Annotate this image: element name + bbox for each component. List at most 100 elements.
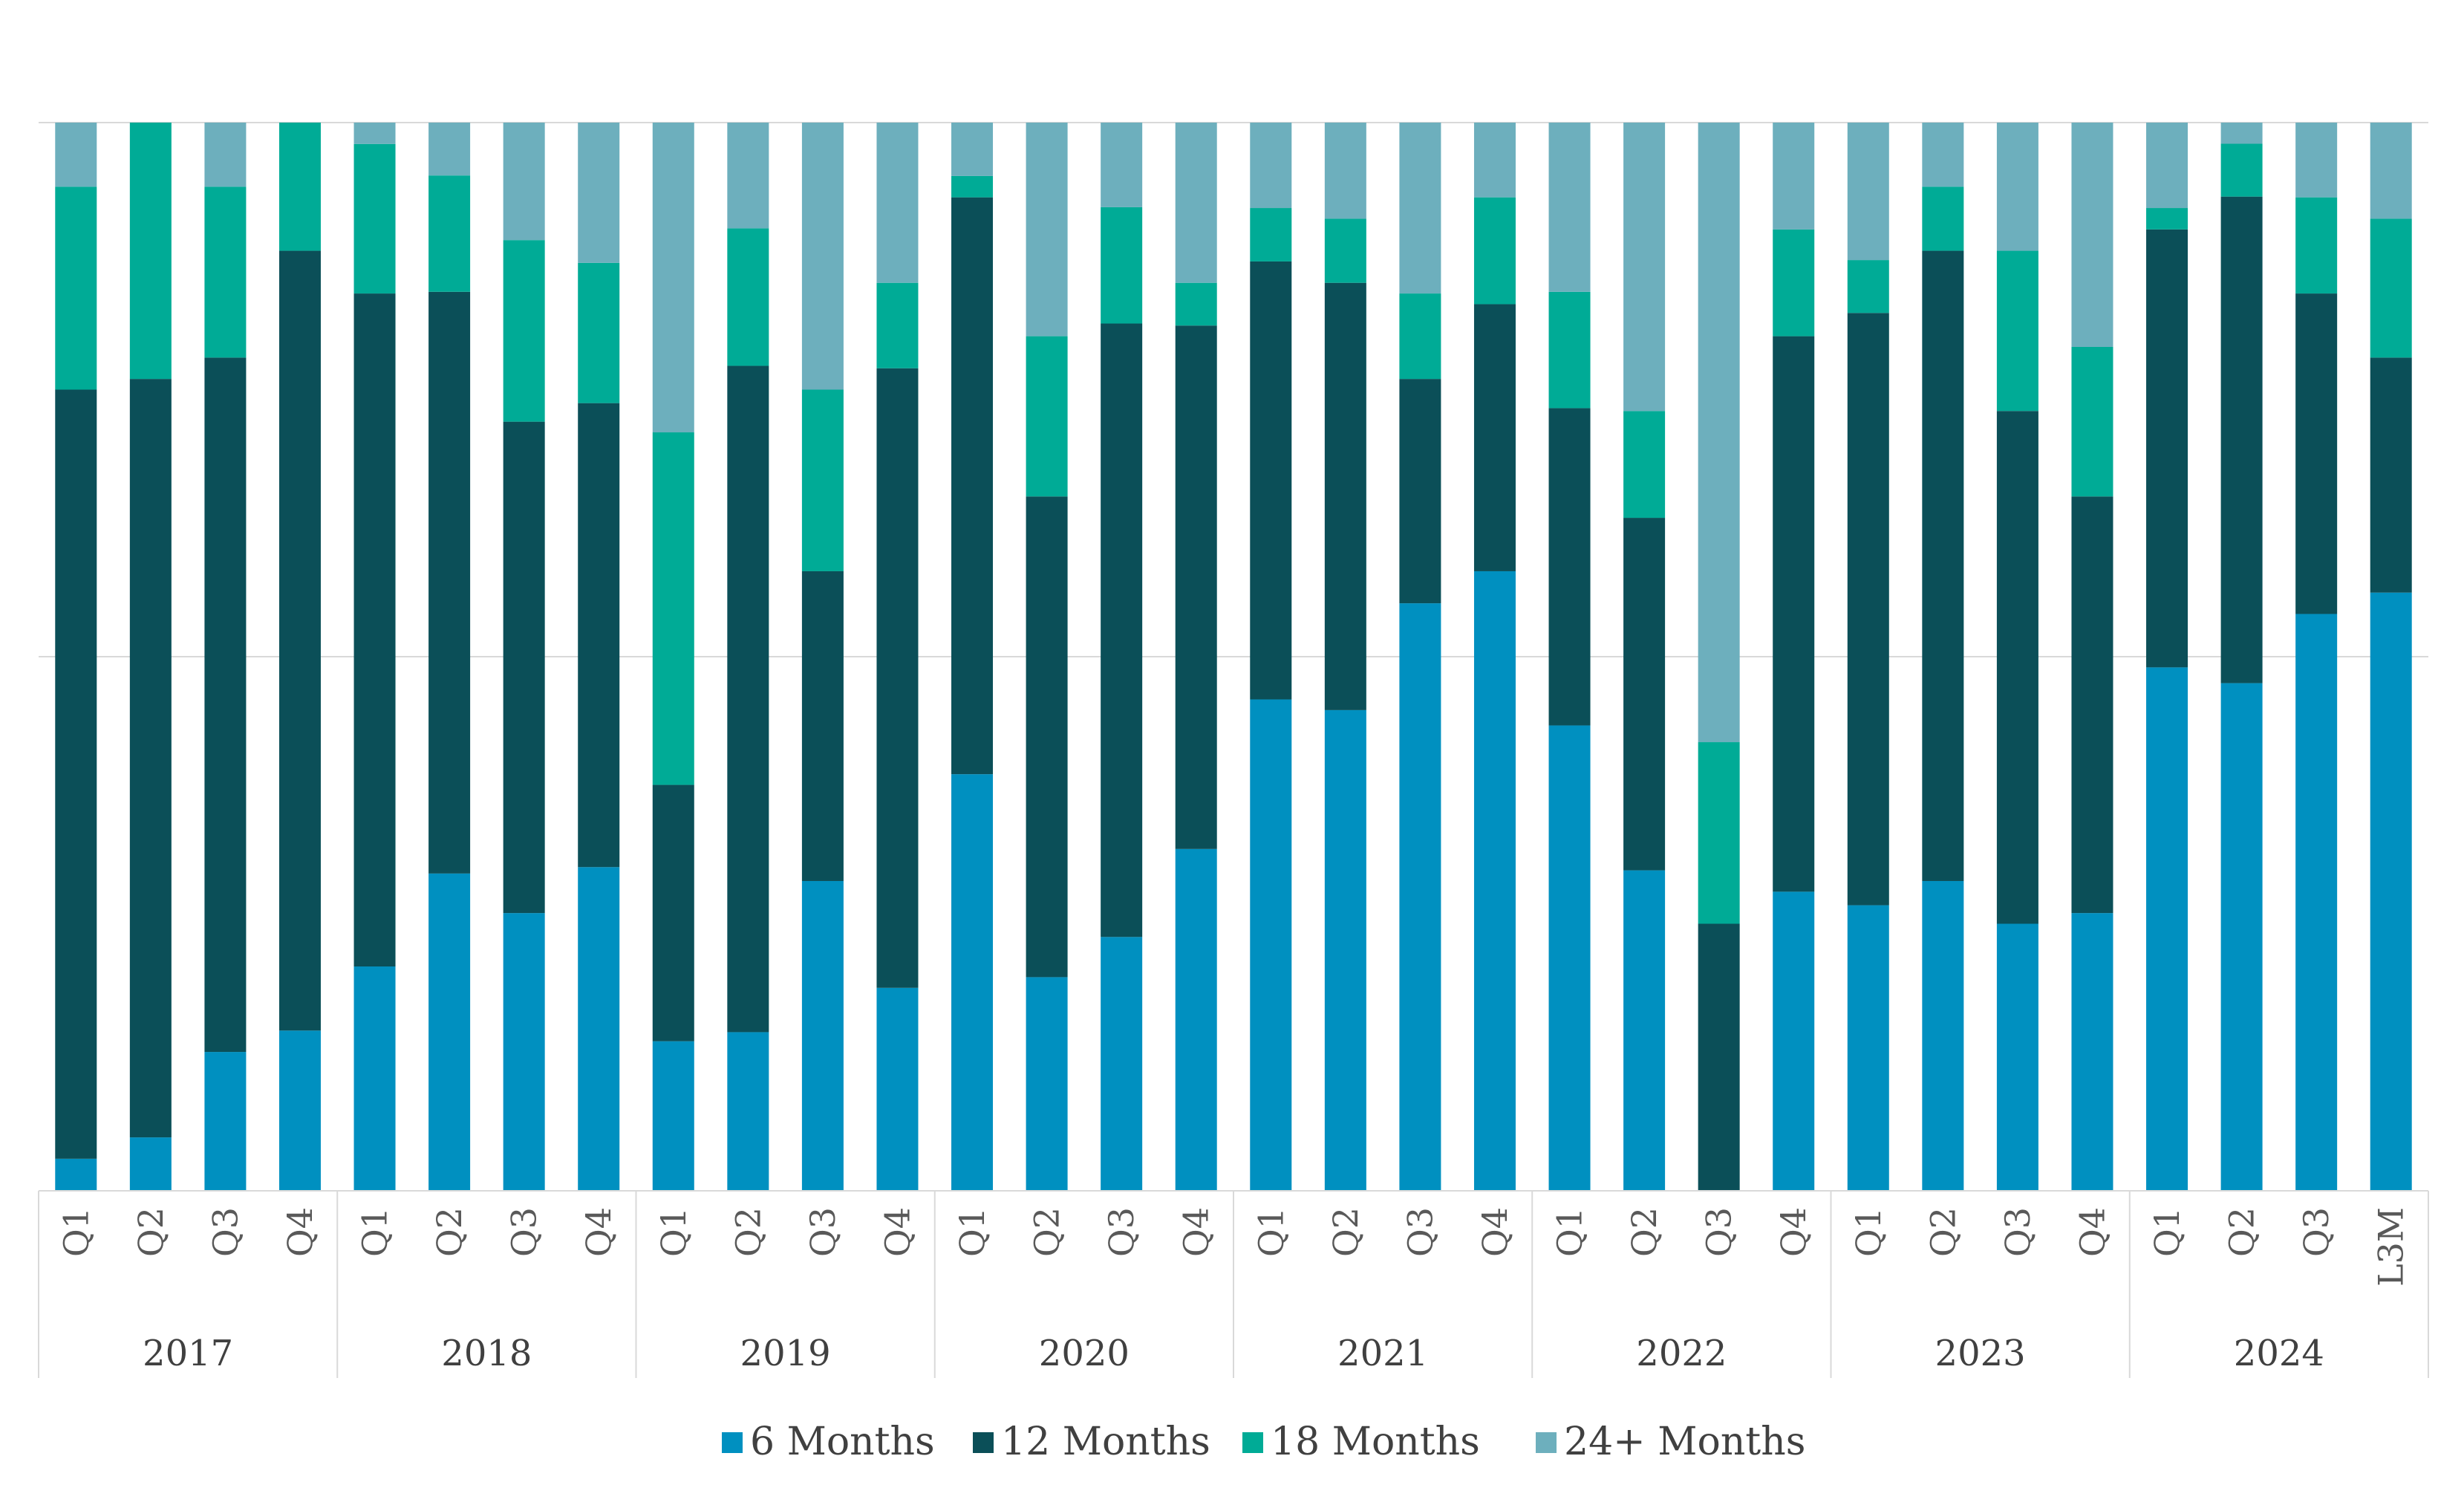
legend-swatch xyxy=(722,1432,743,1453)
bar-segment xyxy=(1026,496,1068,978)
bar-segment xyxy=(503,913,545,1191)
bar-segment xyxy=(55,389,97,1159)
bar-segment xyxy=(1698,123,1740,743)
bar-segment xyxy=(1996,123,2038,251)
legend: 6 Months 12 Months 18 Months 24+ Months xyxy=(722,1420,1805,1464)
x-tick-label: Q4 xyxy=(2072,1207,2112,1257)
bar-segment xyxy=(1175,282,1217,326)
bar-segment xyxy=(278,250,321,1031)
x-tick-label: Q2 xyxy=(1326,1207,1366,1257)
bar-segment xyxy=(951,197,994,775)
x-tick-label: Q3 xyxy=(205,1207,245,1257)
bar-segment xyxy=(1623,870,1666,1191)
bar-segment xyxy=(1623,123,1666,412)
bar-segment xyxy=(2370,357,2412,593)
bar-segment xyxy=(428,291,471,874)
bar-segment xyxy=(876,987,919,1191)
bar-segment xyxy=(1847,905,1889,1191)
bar-segment xyxy=(1324,218,1366,283)
bar-segment xyxy=(1026,123,1068,337)
bar-segment xyxy=(1026,336,1068,497)
bar-segment xyxy=(1473,123,1516,198)
bar-segment xyxy=(1773,336,1815,892)
bar-segment xyxy=(1175,325,1217,849)
x-tick-label: Q4 xyxy=(877,1207,917,1257)
x-tick-label: Q2 xyxy=(1624,1207,1664,1257)
x-tick-label: Q1 xyxy=(654,1207,694,1257)
x-tick-label: Q1 xyxy=(2147,1207,2187,1257)
x-tick-label: Q2 xyxy=(2222,1207,2262,1257)
bar-segment xyxy=(652,784,694,1041)
bar-segment xyxy=(353,293,396,967)
legend-swatch xyxy=(1242,1432,1263,1453)
bar-segment xyxy=(727,123,769,229)
legend-swatch xyxy=(973,1432,994,1453)
bar-segment xyxy=(55,186,97,390)
bar-segment xyxy=(578,867,620,1191)
bar-segment xyxy=(204,186,247,358)
bar-segment xyxy=(2295,123,2338,198)
bar-segment xyxy=(1996,250,2038,412)
x-tick-label: Q4 xyxy=(1475,1207,1515,1257)
bar-segment xyxy=(1026,977,1068,1191)
bar-segment xyxy=(2146,229,2188,668)
bar-segment xyxy=(2370,123,2412,219)
bar-segment xyxy=(652,432,694,785)
x-group-label: 2020 xyxy=(1039,1333,1130,1374)
x-tick-label: Q4 xyxy=(280,1207,320,1257)
bar-segment xyxy=(129,1137,172,1191)
bar-segment xyxy=(1698,923,1740,1191)
bar-segment xyxy=(204,123,247,187)
x-group-label: 2023 xyxy=(1935,1333,2026,1374)
bar-segment xyxy=(1473,197,1516,305)
bar-segment xyxy=(2370,592,2412,1191)
gridlines xyxy=(39,122,2428,1192)
x-tick-label: Q1 xyxy=(1848,1207,1888,1257)
bar-segment xyxy=(876,123,919,283)
x-group-label: 2019 xyxy=(740,1333,831,1374)
x-group-label: 2022 xyxy=(1636,1333,1727,1374)
bar-segment xyxy=(1324,709,1366,1191)
bar-segment xyxy=(353,143,396,294)
bar-segment xyxy=(801,389,844,571)
bar-segment xyxy=(2220,683,2263,1191)
bar-segment xyxy=(278,1030,321,1191)
bar-segment xyxy=(278,123,321,251)
x-tick-label: Q3 xyxy=(1699,1207,1739,1257)
bar-segment xyxy=(1922,880,1964,1191)
bar-segment xyxy=(1250,261,1292,700)
bar-segment xyxy=(1548,725,1591,1191)
x-tick-label: Q3 xyxy=(504,1207,544,1257)
bar-segment xyxy=(129,123,172,380)
bar-segment xyxy=(55,1158,97,1191)
bar-segment xyxy=(2220,143,2263,197)
x-group-label: 2024 xyxy=(2234,1333,2324,1374)
x-tick-label: Q1 xyxy=(952,1207,992,1257)
bar-segment xyxy=(428,123,471,176)
bar-segment xyxy=(2220,123,2263,144)
x-tick-label: Q2 xyxy=(1923,1207,1963,1257)
bar-segment xyxy=(1773,891,1815,1191)
x-tick-label: Q2 xyxy=(131,1207,171,1257)
bar-segment xyxy=(503,123,545,241)
bar-segment xyxy=(801,571,844,881)
x-axis: Q1 Q2 Q3 Q4 2017 Q1 Q2 Q3 Q4 2018 Q1 Q2 Q3 Q4 2019 Q1 Q2… xyxy=(38,1190,2429,1378)
bar-segment xyxy=(353,123,396,144)
x-tick-label: Q1 xyxy=(355,1207,395,1257)
bar-segment xyxy=(204,1052,247,1191)
bar-segment xyxy=(1996,411,2038,924)
bar-segment xyxy=(2295,293,2338,614)
bar-segment xyxy=(1473,571,1516,1191)
bar-segment xyxy=(1101,937,1143,1191)
bar-segment xyxy=(1922,123,1964,187)
bar-segment xyxy=(951,774,994,1191)
bar-segment xyxy=(353,966,396,1191)
bar-segment xyxy=(1698,742,1740,924)
bar-segment xyxy=(2146,208,2188,230)
bar-segment xyxy=(1623,518,1666,871)
x-tick-label: Q3 xyxy=(1998,1207,2038,1257)
bar-segment xyxy=(1473,304,1516,571)
bar-segment xyxy=(428,873,471,1191)
x-tick-label: Q1 xyxy=(1550,1207,1590,1257)
